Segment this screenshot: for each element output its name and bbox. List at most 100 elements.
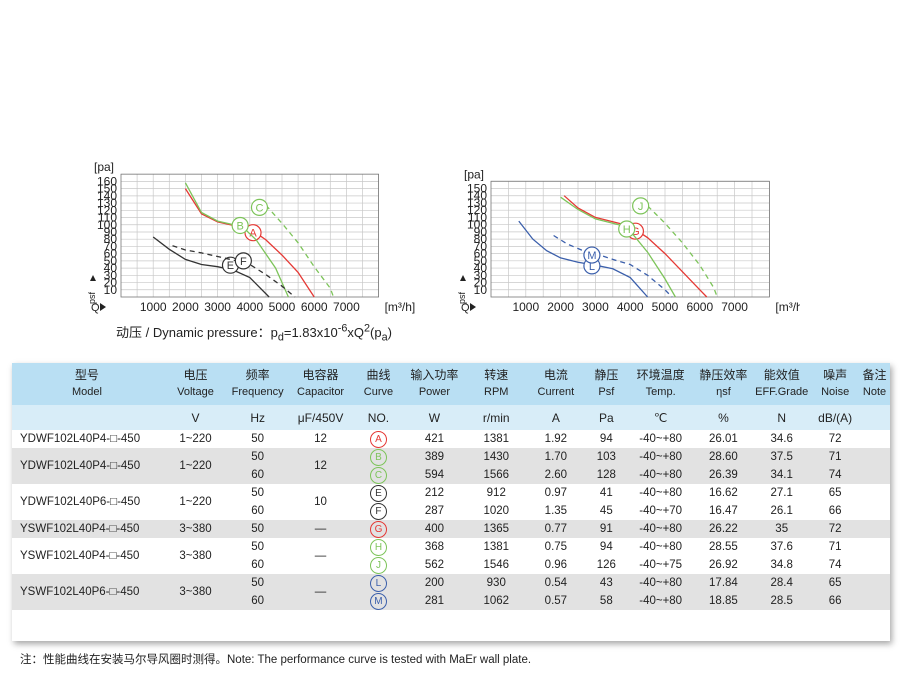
frequency-cell: 50 (251, 487, 265, 499)
unit-cell (12, 405, 162, 430)
curve-j (647, 205, 718, 298)
temperature-cell: -40~+80 (626, 448, 695, 466)
current-cell: 0.96 (544, 559, 568, 571)
curve-marker-m: M (369, 592, 387, 610)
static-pressure-cell: 91 (586, 520, 627, 538)
curve-marker-a: A (369, 430, 387, 448)
column-header-en: Capacitor (297, 386, 345, 398)
y-tick-label: 110 (98, 211, 117, 225)
capacitor-cell: — (286, 574, 355, 610)
note-cell (859, 484, 890, 502)
static-pressure-cell: 128 (586, 466, 627, 484)
eff-grade-cell: 26.1 (770, 505, 793, 517)
table-row: 60 C 594 1566 2.60 128 -40~+80 26.39 34.1 74 (12, 466, 890, 484)
curve-cell: F (355, 502, 402, 520)
column-header-en: Frequency (231, 386, 284, 398)
x-tick-label: 3000 (582, 300, 609, 314)
noise-cell: 66 (811, 592, 860, 610)
y-unit-side-label: psf (87, 291, 97, 304)
column-header-zh: 噪声 (823, 368, 848, 382)
table-row: YSWF102L40P6-□-450 3~380 50— L 200 930 0.54 43-… (12, 574, 890, 610)
current-cell: 0.75 (544, 541, 568, 553)
temperature-cell: -40~+75 (639, 559, 683, 571)
y-tick-label: 100 (467, 218, 487, 232)
voltage-cell: 1~220 (161, 448, 230, 484)
dynamic-pressure-formula: 动压 / Dynamic pressure：pd=1.83x10-6xQ2(pa… (116, 322, 392, 344)
static-pressure-cell: 103 (586, 448, 627, 466)
y-unit-side-label: psf (457, 291, 467, 304)
column-header: 静压 Psf (586, 363, 627, 405)
curve-label-marker (632, 197, 650, 215)
eff-grade-cell: 35 (752, 520, 812, 538)
current-cell: 0.57 (525, 592, 587, 610)
y-tick-label: 50 (104, 254, 118, 268)
model-cell: YSWF102L40P4-□-450 (12, 520, 162, 538)
unit-cell: % (694, 405, 753, 430)
column-header-en: Voltage (177, 386, 214, 398)
column-header: 能效值 EFF.Grade (752, 363, 812, 405)
y-unit-label: [pa] (94, 160, 114, 174)
y-tick-label: 40 (104, 261, 118, 275)
curve-cell: H (355, 538, 402, 556)
frequency-cell: 50 (229, 448, 287, 466)
power-cell: 594 (402, 466, 467, 484)
y-tick-label: 30 (474, 268, 488, 282)
y-tick-label: 120 (97, 203, 117, 217)
x-tick-label: 1000 (512, 300, 539, 314)
curve-label-m: M (587, 250, 596, 262)
x-unit-label: [m³/h] (385, 300, 415, 314)
column-header-en: Model (71, 386, 102, 398)
capacitor-cell: — (314, 550, 327, 562)
y-tick-label: 60 (104, 247, 118, 261)
current-cell: 1.35 (544, 505, 568, 517)
curve-marker-l: L (369, 574, 387, 592)
x-tick-label: 7000 (721, 300, 748, 314)
curve-l (518, 220, 649, 298)
column-header-zh: 环境温度 (636, 368, 685, 382)
y-tick-label: 110 (468, 210, 487, 224)
q-axis-label: Q (91, 302, 100, 314)
note-cell (859, 574, 890, 592)
q-arrow-icon (100, 303, 106, 311)
curve-label-marker (250, 198, 269, 217)
rpm-cell: 1381 (483, 541, 510, 553)
temperature-cell: -40~+80 (626, 574, 695, 592)
curve-label-j: J (638, 201, 644, 213)
column-header: 静压效率 ηsf (694, 363, 753, 405)
y-tick-label: 50 (474, 254, 488, 268)
column-header-zh: 能效值 (763, 368, 800, 382)
y-unit-label: [pa] (464, 167, 484, 181)
table-row: YDWF102L40P4-□-450 1~220 50 12 A 421 1381 1.92 9… (12, 430, 890, 448)
column-header-en: Curve (363, 386, 394, 398)
column-header: 型号 Model (12, 363, 162, 405)
voltage-cell: 3~380 (161, 520, 230, 538)
temperature-cell: -40~+80 (639, 433, 683, 445)
y-tick-label: 70 (104, 239, 118, 253)
unit-cell (859, 405, 890, 430)
voltage-cell: 1~220 (179, 433, 212, 445)
column-header-zh: 电流 (543, 368, 568, 382)
current-cell: 1.92 (544, 433, 568, 445)
column-header: 曲线 Curve (354, 363, 403, 405)
temperature-cell: -40~+80 (626, 466, 695, 484)
rpm-cell: 1546 (483, 559, 510, 571)
x-tick-label: 6000 (301, 300, 328, 314)
noise-cell: 71 (828, 541, 842, 553)
unit-cell: NO. (354, 405, 403, 430)
y-tick-label: 120 (467, 203, 487, 217)
curve-f (172, 245, 296, 298)
curve-cell: B (354, 448, 403, 466)
table-row: 60 M 281 1062 0.57 58 -40~+80 18.85 28.5 66 (12, 592, 890, 610)
power-cell: 421 (424, 433, 444, 445)
temperature-cell: -40~+70 (639, 505, 683, 517)
efficiency-cell: 28.60 (694, 448, 753, 466)
temperature-cell: -40~+80 (626, 520, 695, 538)
y-arrow-icon (460, 275, 466, 281)
efficiency-cell: 26.39 (694, 466, 753, 484)
static-pressure-cell: 45 (599, 505, 613, 517)
unit-cell: N (752, 405, 812, 430)
column-header: 电压 Voltage (161, 363, 230, 405)
efficiency-cell: 26.92 (709, 559, 738, 571)
y-tick-label: 100 (97, 218, 117, 232)
